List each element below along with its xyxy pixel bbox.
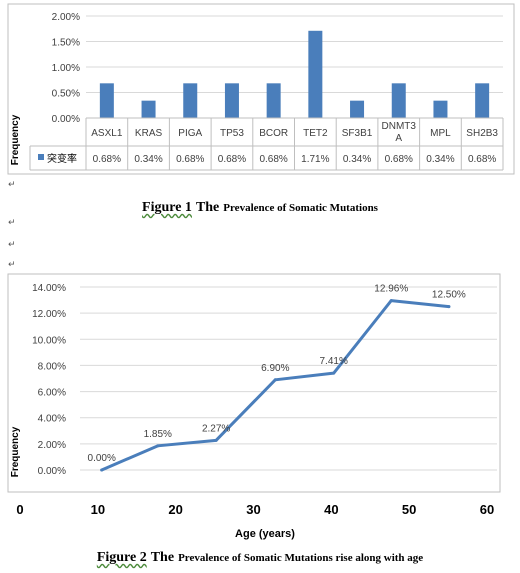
data-label: 1.71%	[301, 154, 329, 165]
figure1-caption-title: Prevalence of Somatic Mutations	[223, 202, 378, 214]
chart-border	[7, 273, 501, 493]
bar	[266, 83, 281, 118]
y-tick-label: 10.00%	[32, 335, 66, 346]
data-label: 0.68%	[176, 154, 204, 165]
data-point	[100, 468, 104, 472]
data-label: 0.00%	[88, 453, 116, 464]
data-label: 6.90%	[261, 363, 289, 374]
category-label: SH2B3	[466, 128, 498, 139]
category-label: TP53	[220, 128, 244, 139]
bar	[183, 83, 198, 118]
category-label: A	[395, 133, 402, 144]
data-label: 0.68%	[385, 154, 413, 165]
data-label: 0.34%	[343, 154, 371, 165]
bar	[475, 83, 490, 118]
category-label: PIGA	[178, 128, 202, 139]
y-tick-label: 12.00%	[32, 309, 66, 320]
data-point	[389, 299, 393, 303]
x-tick-label: 30	[246, 502, 260, 517]
y-tick-label: 0.00%	[38, 466, 66, 477]
x-tick-label: 10	[91, 502, 105, 517]
bar	[99, 83, 114, 118]
figure2-caption-title: Prevalence of Somatic Mutations rise alo…	[178, 552, 424, 564]
y-tick-label: 4.00%	[38, 414, 66, 425]
x-tick-label: 20	[168, 502, 182, 517]
category-label: TET2	[303, 128, 328, 139]
y-tick-label: 6.00%	[38, 388, 66, 399]
figure1-caption-number: Figure 1	[142, 200, 192, 215]
y-tick-label: 1.00%	[52, 63, 80, 74]
x-tick-label: 50	[402, 502, 416, 517]
series-line	[100, 299, 451, 472]
paragraph-mark: ↵	[8, 180, 16, 190]
x-tick-label: 40	[324, 502, 338, 517]
legend-series-name: 突变率	[47, 152, 77, 165]
bar	[391, 83, 406, 118]
data-label: 12.50%	[432, 290, 466, 301]
y-tick-label: 0.00%	[52, 114, 80, 125]
figure2-caption-the: The	[150, 550, 175, 565]
data-label: 7.41%	[319, 356, 347, 367]
x-tick-label: 0	[16, 502, 23, 517]
data-label: 0.68%	[218, 154, 246, 165]
bar	[141, 100, 156, 118]
data-label: 12.96%	[374, 284, 408, 295]
data-point	[332, 371, 336, 375]
data-point	[214, 438, 218, 442]
chart-border	[7, 3, 515, 175]
line-chart-age: 0.00% 2.00% 4.00% 6.00% 8.00% 10.00% 12.00% 14.…	[7, 273, 501, 540]
legend-key	[38, 154, 44, 160]
bar-chart-mutations: 0.00% 0.50% 1.00% 1.50% 2.00% ASXL1 KRAS PIGA TP…	[7, 3, 515, 175]
y-tick-label: 14.00%	[32, 283, 66, 294]
y-tick-label: 8.00%	[38, 361, 66, 372]
bar	[433, 100, 448, 118]
data-label: 0.68%	[93, 154, 121, 165]
category-label: MPL	[430, 128, 451, 139]
y-tick-label: 2.00%	[38, 440, 66, 451]
data-label: 0.34%	[426, 154, 454, 165]
figure1-caption: Figure 1 The Prevalence of Somatic Mutat…	[0, 198, 520, 216]
paragraph-mark: ↵	[8, 240, 16, 250]
bar	[308, 30, 323, 118]
data-point	[156, 444, 160, 448]
bar	[350, 100, 365, 118]
data-label: 0.68%	[468, 154, 496, 165]
paragraph-mark: ↵	[8, 260, 16, 270]
figure2-caption: Figure 2 The Prevalence of Somatic Mutat…	[0, 548, 520, 566]
data-point	[447, 305, 451, 309]
data-label: 0.34%	[134, 154, 162, 165]
paragraph-mark: ↵	[8, 218, 16, 228]
category-label: DNMT3	[382, 121, 417, 132]
y-axis-title: Frequency	[10, 114, 21, 165]
y-tick-label: 0.50%	[52, 89, 80, 100]
data-point	[273, 378, 277, 382]
category-label: BCOR	[259, 128, 288, 139]
data-label: 1.85%	[144, 429, 172, 440]
y-axis-title: Frequency	[10, 426, 21, 477]
category-label: ASXL1	[91, 128, 123, 139]
data-label: 0.68%	[259, 154, 287, 165]
y-tick-label: 1.50%	[52, 38, 80, 49]
figure2-caption-number: Figure 2	[96, 550, 147, 565]
data-label: 2.27%	[202, 423, 230, 434]
figure1-caption-the: The	[195, 200, 220, 215]
bar	[224, 83, 239, 118]
y-tick-label: 2.00%	[52, 12, 80, 23]
x-axis-title: Age (years)	[235, 528, 295, 540]
x-tick-label: 60	[480, 502, 494, 517]
category-label: KRAS	[135, 128, 163, 139]
category-label: SF3B1	[342, 128, 373, 139]
